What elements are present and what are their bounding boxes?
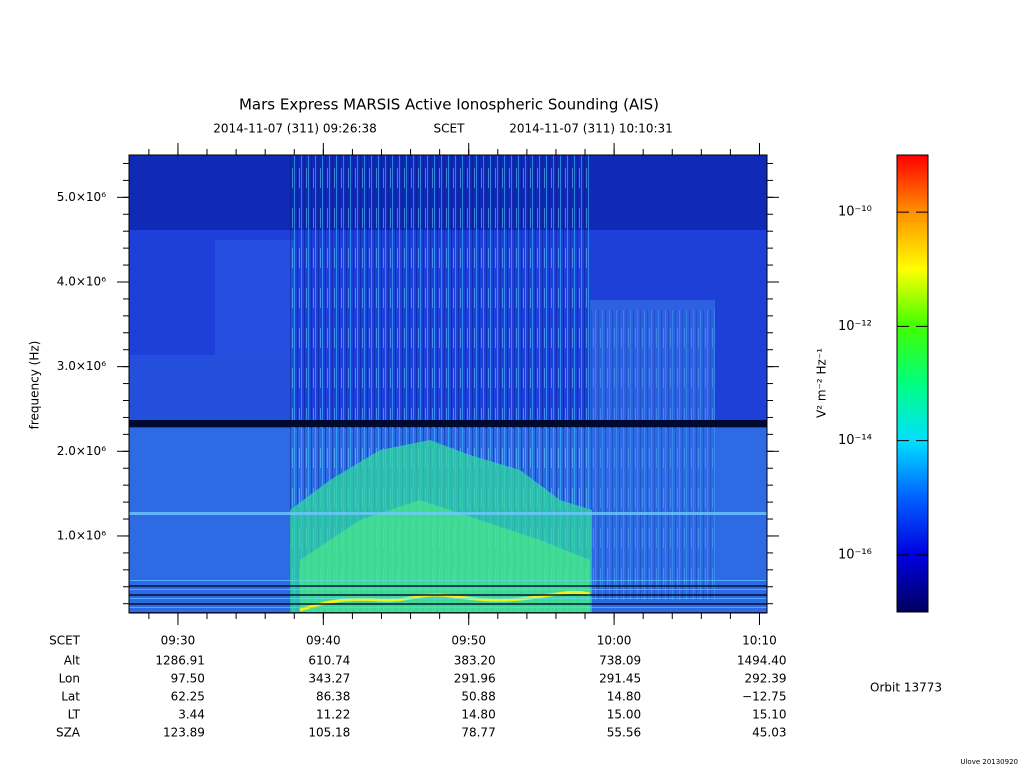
ephemeris-value: 105.18 <box>308 726 350 740</box>
x-tick-label: 10:10 <box>742 634 777 648</box>
spectrogram <box>128 154 768 614</box>
colorbar-tick-label: 10⁻¹⁴ <box>838 433 872 448</box>
ephemeris-value: 738.09 <box>599 654 641 668</box>
ephemeris-label: Lat <box>61 690 80 704</box>
version: Ulove 20130920 <box>960 758 1018 766</box>
ephemeris-value: 14.80 <box>461 708 495 722</box>
ephemeris-value: 55.56 <box>607 726 641 740</box>
y-tick-label: 2.0×10⁶ <box>57 444 106 458</box>
x-tick-label: 09:40 <box>306 634 341 648</box>
ephemeris-label: Alt <box>64 654 81 668</box>
ephemeris-value: 14.80 <box>607 690 641 704</box>
ephemeris-value: 97.50 <box>171 672 205 686</box>
y-tick-label: 1.0×10⁶ <box>57 528 106 542</box>
ephemeris-value: 3.44 <box>178 708 205 722</box>
colorbar-tick-label: 10⁻¹⁶ <box>838 547 872 562</box>
colorbar-label: V² m⁻² Hz⁻¹ <box>815 348 829 418</box>
ephemeris-value: 291.45 <box>599 672 641 686</box>
y-tick-label: 3.0×10⁶ <box>57 359 106 373</box>
colorbar-tick-label: 10⁻¹² <box>838 319 872 334</box>
ephemeris-label: SZA <box>56 726 81 740</box>
x-tick-label: 09:30 <box>161 634 196 648</box>
x-tick-label: 10:00 <box>597 634 632 648</box>
time-end: 2014-11-07 (311) 10:10:31 <box>509 122 673 136</box>
ephemeris-value: 1286.91 <box>155 654 205 668</box>
x-tick-label: 09:50 <box>451 634 486 648</box>
ephemeris-value: −12.75 <box>742 690 786 704</box>
ephemeris-value: 11.22 <box>316 708 350 722</box>
orbit: Orbit 13773 <box>870 681 942 695</box>
chart-title: Mars Express MARSIS Active Ionospheric S… <box>239 96 659 114</box>
ephemeris-header: SCET <box>49 634 81 648</box>
time-label: SCET <box>434 122 466 136</box>
ephemeris-label: LT <box>68 708 81 722</box>
ephemeris-value: 45.03 <box>752 726 786 740</box>
y-tick-label: 4.0×10⁶ <box>57 274 106 288</box>
colorbar-tick-label: 10⁻¹⁰ <box>838 205 872 220</box>
ephemeris-value: 78.77 <box>461 726 495 740</box>
y-axis-label: frequency (Hz) <box>28 341 42 430</box>
ephemeris-value: 292.39 <box>744 672 786 686</box>
ephemeris-value: 62.25 <box>171 690 205 704</box>
ephemeris-value: 86.38 <box>316 690 350 704</box>
ephemeris-value: 50.88 <box>461 690 495 704</box>
ephemeris-value: 343.27 <box>308 672 350 686</box>
ephemeris-value: 123.89 <box>163 726 205 740</box>
ephemeris-value: 1494.40 <box>737 654 787 668</box>
y-tick-label: 5.0×10⁶ <box>57 190 106 204</box>
time-start: 2014-11-07 (311) 09:26:38 <box>213 122 377 136</box>
ephemeris-value: 291.96 <box>454 672 496 686</box>
ephemeris-label: Lon <box>59 672 80 686</box>
ephemeris-value: 383.20 <box>454 654 496 668</box>
ephemeris-value: 15.10 <box>752 708 786 722</box>
colorbar <box>896 154 929 613</box>
ephemeris-value: 15.00 <box>607 708 641 722</box>
ephemeris-value: 610.74 <box>308 654 350 668</box>
